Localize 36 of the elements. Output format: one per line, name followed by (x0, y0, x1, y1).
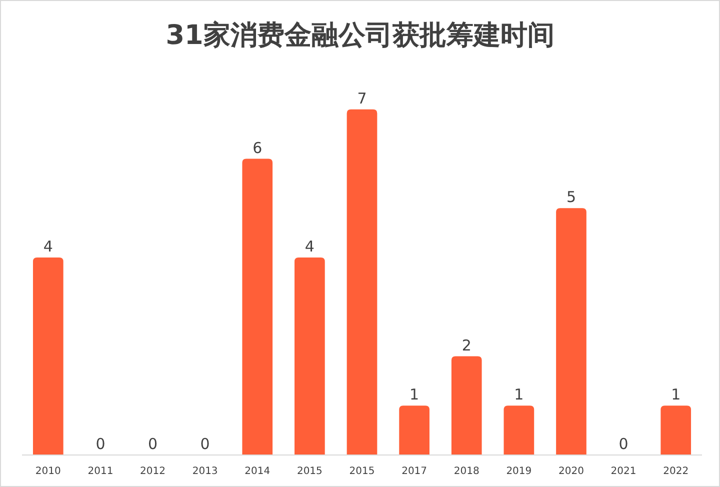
bar (660, 406, 692, 455)
bar (32, 258, 64, 455)
data-label: 0 (148, 435, 158, 453)
bar (242, 158, 273, 455)
x-tick-label: 2022 (663, 466, 689, 477)
data-label: 4 (43, 238, 53, 256)
x-tick-label: 2011 (88, 466, 114, 477)
data-label: 7 (357, 89, 367, 108)
data-label: 2 (462, 336, 472, 354)
x-tick-label: 2019 (506, 466, 532, 477)
x-tick-label: 2013 (192, 466, 218, 477)
data-label: 4 (304, 238, 314, 256)
data-label: 0 (96, 435, 106, 453)
data-label: 1 (410, 386, 420, 404)
x-tick-label: 2017 (402, 466, 428, 477)
x-tick-label: 2010 (35, 466, 61, 477)
bar (399, 406, 430, 455)
bar (346, 109, 378, 455)
data-label: 5 (566, 188, 576, 206)
bar (504, 406, 534, 455)
chart-title: 31家消费金融公司获批筹建时间 (166, 20, 554, 51)
bar (294, 258, 325, 455)
x-tick-label: 2021 (610, 466, 636, 477)
x-tick-label: 2020 (558, 466, 584, 477)
data-label: 1 (514, 386, 524, 404)
data-label: 1 (671, 386, 681, 404)
data-label: 0 (200, 435, 210, 453)
x-tick-label: 2015 (349, 466, 375, 477)
x-tick-label: 2015 (296, 466, 322, 477)
x-tick-label: 2018 (454, 466, 480, 477)
data-label: 6 (252, 138, 262, 157)
x-tick-label: 2012 (140, 466, 166, 477)
x-tick-label: 2014 (244, 466, 270, 477)
bar (556, 208, 586, 455)
data-label: 0 (618, 435, 628, 453)
bar (451, 356, 482, 455)
